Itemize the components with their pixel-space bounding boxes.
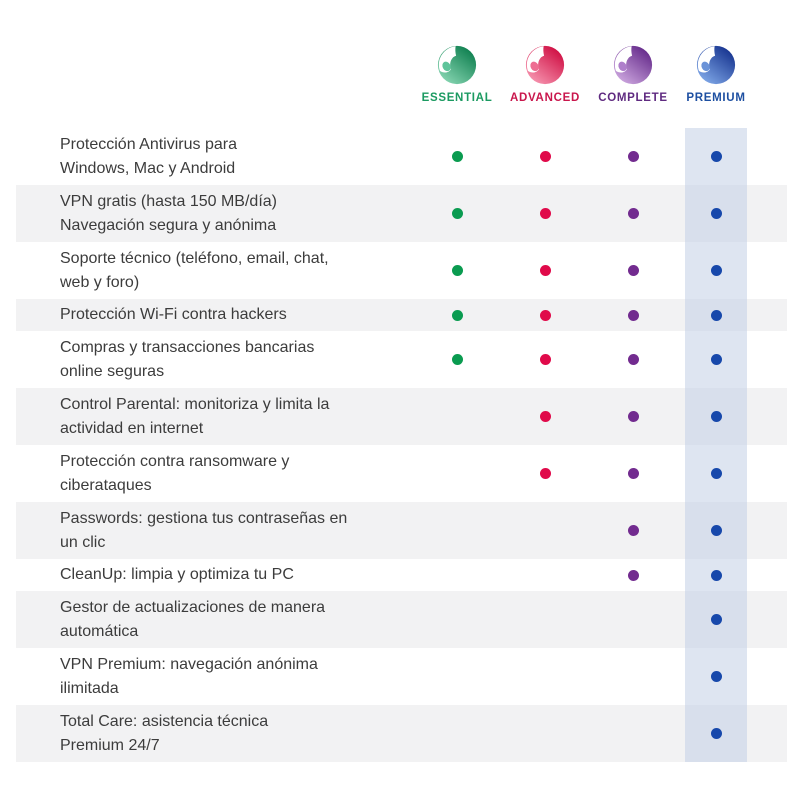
- panda-logo-icon: [588, 45, 678, 85]
- complete-included-dot: [627, 411, 639, 422]
- complete-included-dot: [627, 569, 639, 581]
- premium-included-dot: [710, 208, 722, 219]
- feature-row: Compras y transacciones bancarias online …: [16, 331, 787, 388]
- premium-included-dot: [710, 671, 722, 682]
- feature-line: ciberataques: [60, 476, 152, 494]
- feature-description: Total Care: asistencia técnica Premium 24…: [60, 710, 268, 758]
- essential-included-dot: [451, 265, 463, 276]
- feature-description: Protección Wi-Fi contra hackers: [60, 303, 287, 327]
- feature-line: web y foro): [60, 273, 140, 291]
- feature-line: Gestor de actualizaciones de manera: [60, 598, 326, 616]
- complete-included-dot: [627, 354, 639, 365]
- feature-line: Control Parental: monitoriza y limita la: [60, 395, 330, 413]
- panda-logo-icon: [500, 45, 590, 85]
- feature-row: Total Care: asistencia técnica Premium 24…: [16, 705, 787, 762]
- complete-included-dot: [627, 309, 639, 321]
- advanced-included-dot: [539, 151, 551, 162]
- plan-label: COMPLETE: [598, 92, 668, 104]
- premium-included-dot: [710, 614, 722, 625]
- premium-included-dot: [710, 151, 722, 162]
- advanced-included-dot: [539, 468, 551, 479]
- feature-description: Protección contra ransomware y ciberataqu…: [60, 450, 289, 498]
- feature-row: Protección Wi-Fi contra hackers: [16, 299, 787, 331]
- feature-line: Premium 24/7: [60, 736, 160, 754]
- feature-line: online seguras: [60, 362, 165, 380]
- feature-row: Soporte técnico (teléfono, email, chat, w…: [16, 242, 787, 299]
- premium-included-dot: [710, 265, 722, 276]
- feature-row: Gestor de actualizaciones de manera autom…: [16, 591, 787, 648]
- feature-line: Protección Wi-Fi contra hackers: [60, 306, 287, 323]
- complete-included-dot: [627, 468, 639, 479]
- complete-included-dot: [627, 208, 639, 219]
- feature-description: Gestor de actualizaciones de manera autom…: [60, 596, 325, 644]
- premium-included-dot: [710, 728, 722, 739]
- feature-line: CleanUp: limpia y optimiza tu PC: [60, 566, 294, 583]
- feature-rows: Protección Antivirus para Windows, Mac y …: [16, 128, 787, 762]
- feature-line: Navegación segura y anónima: [60, 216, 277, 234]
- advanced-included-dot: [539, 411, 551, 422]
- plan-label: ADVANCED: [510, 92, 580, 104]
- essential-included-dot: [451, 151, 463, 162]
- feature-description: Passwords: gestiona tus contraseñas en un…: [60, 507, 347, 555]
- feature-line: Passwords: gestiona tus contraseñas en: [60, 509, 348, 527]
- feature-comparison-table: Protección Antivirus para Windows, Mac y …: [16, 128, 787, 762]
- feature-row: CleanUp: limpia y optimiza tu PC: [16, 559, 787, 591]
- feature-line: actividad en internet: [60, 419, 204, 437]
- feature-line: Protección Antivirus para: [60, 135, 237, 153]
- premium-included-dot: [710, 411, 722, 422]
- panda-logo-icon: [671, 45, 761, 85]
- feature-row: Control Parental: monitoriza y limita la…: [16, 388, 787, 445]
- feature-line: Total Care: asistencia técnica: [60, 712, 269, 730]
- feature-row: VPN Premium: navegación anónima ilimitada: [16, 648, 787, 705]
- advanced-included-dot: [539, 265, 551, 276]
- complete-included-dot: [627, 151, 639, 162]
- feature-line: Windows, Mac y Android: [60, 159, 236, 177]
- feature-row: Passwords: gestiona tus contraseñas en un…: [16, 502, 787, 559]
- plan-column-header-essential: ESSENTIAL: [412, 45, 502, 104]
- premium-included-dot: [710, 569, 722, 581]
- plan-label: PREMIUM: [686, 92, 746, 104]
- feature-line: ilimitada: [60, 679, 119, 697]
- feature-description: VPN Premium: navegación anónima ilimitada: [60, 653, 318, 701]
- plan-label: ESSENTIAL: [421, 92, 493, 104]
- feature-line: Compras y transacciones bancarias: [60, 338, 315, 356]
- premium-included-dot: [710, 309, 722, 321]
- panda-logo-icon: [412, 45, 502, 85]
- feature-line: Soporte técnico (teléfono, email, chat,: [60, 249, 329, 267]
- feature-row: Protección contra ransomware y ciberataqu…: [16, 445, 787, 502]
- feature-description: CleanUp: limpia y optimiza tu PC: [60, 563, 294, 587]
- premium-included-dot: [710, 354, 722, 365]
- feature-line: Protección contra ransomware y: [60, 452, 290, 470]
- advanced-included-dot: [539, 354, 551, 365]
- feature-line: un clic: [60, 533, 106, 551]
- premium-included-dot: [710, 525, 722, 536]
- feature-line: automática: [60, 622, 139, 640]
- feature-line: VPN Premium: navegación anónima: [60, 655, 318, 673]
- advanced-included-dot: [539, 309, 551, 321]
- plan-column-header-advanced: ADVANCED: [500, 45, 590, 104]
- feature-description: VPN gratis (hasta 150 MB/día) Navegación …: [60, 190, 277, 238]
- feature-description: Compras y transacciones bancarias online …: [60, 336, 314, 384]
- feature-description: Control Parental: monitoriza y limita la…: [60, 393, 329, 441]
- essential-included-dot: [451, 309, 463, 321]
- feature-description: Soporte técnico (teléfono, email, chat, w…: [60, 247, 329, 295]
- feature-description: Protección Antivirus para Windows, Mac y …: [60, 133, 237, 181]
- premium-included-dot: [710, 468, 722, 479]
- feature-row: VPN gratis (hasta 150 MB/día) Navegación …: [16, 185, 787, 242]
- complete-included-dot: [627, 525, 639, 536]
- essential-included-dot: [451, 208, 463, 219]
- plan-column-header-complete: COMPLETE: [588, 45, 678, 104]
- feature-row: Protección Antivirus para Windows, Mac y …: [16, 128, 787, 185]
- plan-column-header-premium: PREMIUM: [671, 45, 761, 104]
- complete-included-dot: [627, 265, 639, 276]
- feature-line: VPN gratis (hasta 150 MB/día): [60, 192, 277, 210]
- advanced-included-dot: [539, 208, 551, 219]
- essential-included-dot: [451, 354, 463, 365]
